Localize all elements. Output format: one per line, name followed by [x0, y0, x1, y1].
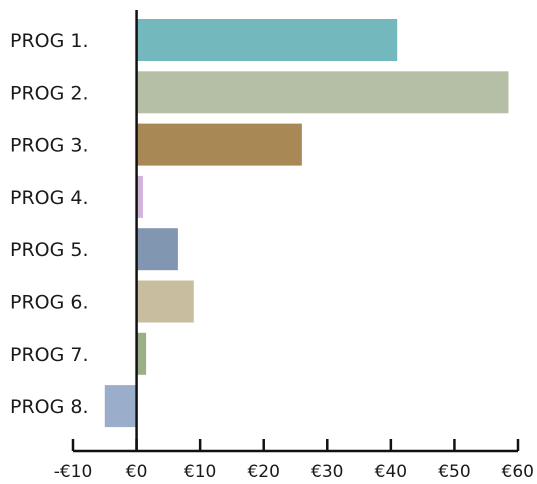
x-tick-label-5: €40 [375, 462, 407, 482]
category-label-3: PROG 3. [10, 135, 89, 157]
x-tick-label-2: €10 [184, 462, 216, 482]
category-label-4: PROG 4. [10, 187, 89, 209]
bar-3 [136, 123, 302, 166]
category-label-5: PROG 5. [10, 239, 89, 261]
category-label-1: PROG 1. [10, 30, 89, 52]
bar-5 [136, 228, 178, 271]
bar-4 [136, 175, 143, 218]
category-label-6: PROG 6. [10, 292, 89, 314]
x-axis-ticks [71, 439, 520, 451]
x-tick-labels: -€10 €0 €10 €20 €30 €40 €50 €60 [54, 462, 534, 482]
category-labels: PROG 1. PROG 2. PROG 3. PROG 4. PROG 5. PROG … [10, 30, 89, 418]
category-label-7: PROG 7. [10, 344, 89, 366]
x-tick-label-7: €60 [502, 462, 534, 482]
bar-8 [104, 385, 137, 428]
category-label-8: PROG 8. [10, 396, 89, 418]
bar-7 [136, 332, 147, 375]
category-label-2: PROG 2. [10, 82, 89, 104]
bars-group [104, 19, 509, 428]
x-tick-label-4: €30 [311, 462, 343, 482]
bar-2 [136, 71, 509, 114]
x-tick-label-0: -€10 [54, 462, 93, 482]
x-tick-label-6: €50 [438, 462, 470, 482]
bar-6 [136, 280, 194, 323]
x-tick-label-3: €20 [247, 462, 279, 482]
x-tick-label-1: €0 [126, 462, 148, 482]
bar-1 [136, 19, 398, 61]
